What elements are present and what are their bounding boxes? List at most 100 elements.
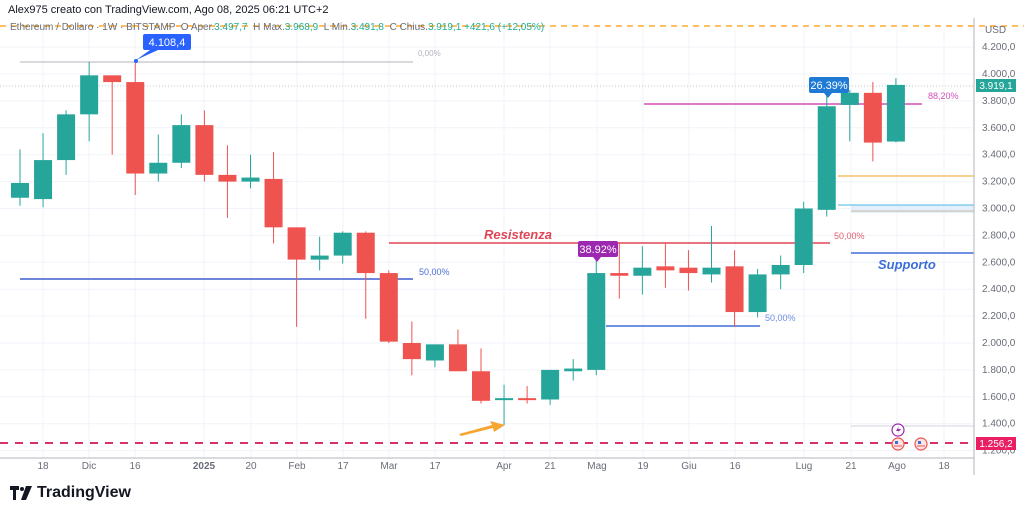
price-axis[interactable]: USD 4.200,0 4.000,0 3.800,0 3.600,0 3.400,0 3.… [973,18,1016,475]
svg-text:1.400,0: 1.400,0 [982,419,1016,430]
candle[interactable] [126,59,145,196]
candle[interactable] [840,90,859,142]
svg-text:2.600,0: 2.600,0 [982,257,1016,268]
candle[interactable] [310,236,329,271]
candle[interactable] [518,386,537,404]
event-icons[interactable] [891,423,928,451]
candle[interactable] [241,154,260,189]
svg-text:16: 16 [129,461,141,472]
candle[interactable] [149,134,168,182]
candle[interactable] [794,201,813,274]
pct-callout-26[interactable]: 26.39% [809,77,849,98]
svg-text:Lug: Lug [796,461,813,472]
svg-text:Feb: Feb [288,461,306,472]
time-axis[interactable]: 18 Dic 16 2025 20 Feb 17 Mar 17 Apr 21 Mag 19 Giu 16 Lu… [0,457,974,472]
candle[interactable] [103,75,122,155]
level-price-tag [976,437,1016,450]
candle[interactable] [748,269,767,318]
candle[interactable] [587,256,606,376]
candle[interactable] [11,149,29,206]
candle[interactable] [379,270,398,343]
svg-text:1.200,0: 1.200,0 [982,446,1016,457]
fib-50-label-2: 50,00% [765,313,796,323]
candle[interactable] [495,384,514,426]
svg-text:3.400,0: 3.400,0 [982,150,1016,161]
candles [11,59,905,426]
svg-text:4.000,0: 4.000,0 [982,69,1016,80]
candle[interactable] [564,359,583,381]
svg-text:3.200,0: 3.200,0 [982,177,1016,188]
svg-text:2.000,0: 2.000,0 [982,338,1016,349]
candle[interactable] [80,61,99,142]
candle[interactable] [333,231,352,264]
candle[interactable] [679,250,698,291]
candle[interactable] [633,246,652,295]
svg-text:3.800,0: 3.800,0 [982,96,1016,107]
currency-label: USD [985,25,1006,36]
candle[interactable] [57,110,76,175]
svg-text:2.800,0: 2.800,0 [982,230,1016,241]
candle[interactable] [172,114,191,169]
chart-header: Alex975 creato con TradingView.com, Ago … [8,4,329,16]
svg-text:3.919,1: 3.919,1 [979,81,1013,92]
candle[interactable] [448,329,467,372]
tradingview-logo: TradingView [10,484,131,502]
candle[interactable] [472,348,490,404]
fib-50-label-3: 50,00% [834,231,865,241]
pct-callout-38[interactable]: 38.92% [578,241,618,262]
candle[interactable] [34,133,53,208]
candle[interactable] [771,255,790,290]
open-value: 3.497,7 [214,22,248,33]
candle[interactable] [402,321,421,376]
svg-text:21: 21 [845,461,857,472]
candle[interactable] [610,242,629,299]
svg-text:Mar: Mar [380,461,398,472]
svg-text:Ago: Ago [888,461,906,472]
overlays: 4.108,4 0,00% 50,00% Resistenza 38.92% 50,00%… [134,34,959,451]
arrow-icon [459,421,505,436]
svg-text:3.000,0: 3.000,0 [982,204,1016,215]
svg-text:3.600,0: 3.600,0 [982,123,1016,134]
svg-text:18: 18 [37,461,49,472]
candle[interactable] [195,110,214,182]
candle[interactable] [356,231,375,319]
svg-text:4.200,0: 4.200,0 [982,42,1016,53]
candle[interactable] [863,82,882,162]
candle[interactable] [287,227,306,327]
tradingview-logo-icon [10,486,32,500]
candle[interactable] [425,344,444,368]
high-price-callout[interactable]: 4.108,4 [134,34,191,63]
svg-text:16: 16 [729,461,741,472]
candle[interactable] [218,145,237,218]
resistance-label: Resistenza [484,227,552,242]
candle[interactable] [656,242,675,288]
symbol-name[interactable]: Ethereum / Dollaro · 1W · BITSTAMP [10,22,176,33]
candle[interactable] [702,225,721,283]
svg-text:19: 19 [637,461,649,472]
svg-text:2.200,0: 2.200,0 [982,311,1016,322]
svg-text:Apr: Apr [496,461,512,472]
svg-text:2025: 2025 [193,461,216,472]
fib-50-label-1: 50,00% [419,267,450,277]
last-price-tag [976,79,1016,92]
close-value: 3.919,1 [427,22,462,33]
brand-name: TradingView [37,484,131,501]
svg-text:2.400,0: 2.400,0 [982,284,1016,295]
candle[interactable] [264,152,283,244]
candle[interactable] [817,92,836,217]
grid [0,30,974,458]
candle[interactable] [725,250,744,327]
svg-text:Giu: Giu [681,461,697,472]
ohlc-legend: Ethereum / Dollaro · 1W · BITSTAMP O Ape… [10,22,545,33]
svg-text:21: 21 [544,461,556,472]
change-value: +421,6 (+12,05%) [464,22,545,33]
svg-text:Mag: Mag [587,461,606,472]
svg-text:18: 18 [938,461,950,472]
candle[interactable] [886,78,905,143]
svg-text:17: 17 [429,461,441,472]
svg-text:1.600,0: 1.600,0 [982,392,1016,403]
candle[interactable] [541,369,560,405]
svg-text:26.39%: 26.39% [810,80,848,92]
svg-text:17: 17 [337,461,349,472]
